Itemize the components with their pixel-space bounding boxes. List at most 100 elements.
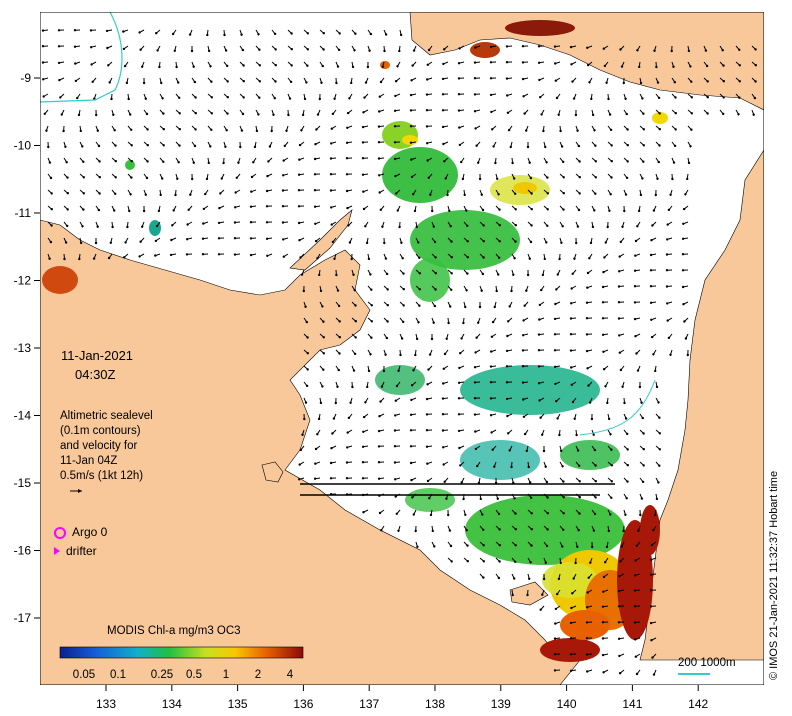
velocity-arrow-head <box>474 127 477 130</box>
y-axis-tick-label: -17 <box>14 611 32 625</box>
velocity-arrow-head <box>529 176 533 180</box>
velocity-arrow-head <box>559 129 562 133</box>
velocity-arrow-head <box>410 158 413 161</box>
velocity-arrow-head <box>162 160 165 163</box>
velocity-arrow-head <box>361 173 365 176</box>
velocity-arrow-head <box>464 513 467 516</box>
velocity-arrow-head <box>634 655 637 658</box>
velocity-arrow-head <box>139 240 142 243</box>
velocity-arrow-head <box>754 80 757 83</box>
velocity-arrow-head <box>159 193 162 197</box>
velocity-arrow-head <box>82 160 85 163</box>
velocity-arrow-head <box>636 369 640 372</box>
velocity-arrow-head <box>572 577 575 580</box>
velocity-arrow-head <box>539 96 542 99</box>
velocity-arrow-head <box>522 319 525 322</box>
velocity-arrow-head <box>586 606 589 609</box>
description-line: 0.5m/s (1kt 12h) <box>60 470 144 482</box>
velocity-arrow-head <box>155 32 158 35</box>
velocity-arrow-head <box>585 317 589 320</box>
y-axis-tick-label: -9 <box>20 71 31 85</box>
velocity-arrow-head <box>377 141 381 144</box>
velocity-arrow-head <box>546 208 549 211</box>
velocity-arrow-head <box>288 97 292 100</box>
velocity-arrow-head <box>585 349 589 353</box>
velocity-arrow-head <box>553 333 557 336</box>
velocity-arrow-head <box>417 241 420 244</box>
velocity-arrow-head <box>415 337 419 341</box>
velocity-arrow-head <box>144 193 147 196</box>
velocity-arrow-head <box>658 448 661 451</box>
velocity-arrow-head <box>394 174 397 178</box>
velocity-arrow-head <box>539 416 542 419</box>
velocity-arrow-head <box>658 464 661 467</box>
velocity-arrow-head <box>528 257 531 260</box>
velocity-arrow-head <box>125 81 129 85</box>
velocity-arrow-head <box>633 317 637 321</box>
velocity-arrow-head <box>642 432 645 435</box>
velocity-arrow-head <box>604 561 607 564</box>
velocity-arrow-head <box>706 80 709 83</box>
y-axis-tick-label: -15 <box>14 476 32 490</box>
velocity-arrow-head <box>498 256 501 259</box>
velocity-arrow-head <box>505 349 509 353</box>
velocity-arrow-head <box>619 48 622 51</box>
velocity-arrow-head <box>541 273 545 277</box>
velocity-arrow-head <box>122 30 125 33</box>
velocity-arrow-head <box>139 48 142 51</box>
velocity-arrow-head <box>233 253 237 256</box>
velocity-arrow-head <box>585 333 589 336</box>
velocity-arrow-head <box>108 81 111 84</box>
velocity-arrow-head <box>475 336 478 339</box>
velocity-arrow-head <box>394 399 397 402</box>
velocity-arrow-head <box>586 63 590 67</box>
velocity-arrow-head <box>601 637 605 640</box>
velocity-arrow-head <box>73 45 77 48</box>
velocity-arrow-head <box>473 381 477 384</box>
velocity-arrow-head <box>194 112 197 115</box>
velocity-arrow-head <box>370 336 373 339</box>
velocity-arrow-head <box>530 496 533 499</box>
velocity-arrow-head <box>619 368 623 372</box>
velocity-arrow-head <box>242 96 245 99</box>
velocity-arrow-head <box>574 113 578 117</box>
velocity-arrow-head <box>385 272 389 276</box>
velocity-arrow-head <box>637 209 641 213</box>
velocity-arrow-head <box>602 368 606 371</box>
velocity-arrow-head <box>578 480 581 483</box>
velocity-arrow-head <box>594 496 597 499</box>
velocity-arrow-head <box>265 189 269 193</box>
velocity-arrow-head <box>305 81 308 84</box>
velocity-arrow-head <box>354 32 357 35</box>
velocity-arrow-head <box>362 111 365 114</box>
velocity-arrow-head <box>253 145 257 149</box>
velocity-arrow-head <box>204 192 207 196</box>
velocity-arrow-head <box>434 256 437 259</box>
velocity-arrow-head <box>635 352 638 355</box>
velocity-arrow-head <box>352 273 355 276</box>
velocity-arrow-head <box>649 573 653 576</box>
argo-legend-label: Argo 0 <box>72 525 108 539</box>
velocity-arrow-head <box>594 480 597 483</box>
velocity-arrow-head <box>426 159 429 162</box>
land-new-guinea <box>409 12 764 111</box>
velocity-arrow-head <box>394 414 397 417</box>
velocity-arrow-head <box>348 97 351 100</box>
velocity-arrow-head <box>674 128 677 131</box>
velocity-arrow-head <box>570 302 573 305</box>
velocity-arrow-head <box>426 462 429 465</box>
y-axis: -9 -10 -11 -12 -13 -14 -15 -16 -17 <box>14 71 40 625</box>
velocity-arrow-head <box>638 65 641 69</box>
velocity-arrow-head <box>651 224 654 227</box>
velocity-arrow-head <box>337 48 341 52</box>
velocity-arrow-head <box>377 477 381 480</box>
velocity-arrow-head <box>190 49 194 53</box>
velocity-arrow-head <box>395 512 398 515</box>
velocity-arrow-head <box>562 208 565 211</box>
velocity-arrow-head <box>602 47 605 50</box>
velocity-arrow-head <box>402 304 405 307</box>
velocity-arrow-head <box>378 511 382 515</box>
velocity-arrow-head <box>622 529 625 533</box>
velocity-arrow-head <box>92 257 96 260</box>
